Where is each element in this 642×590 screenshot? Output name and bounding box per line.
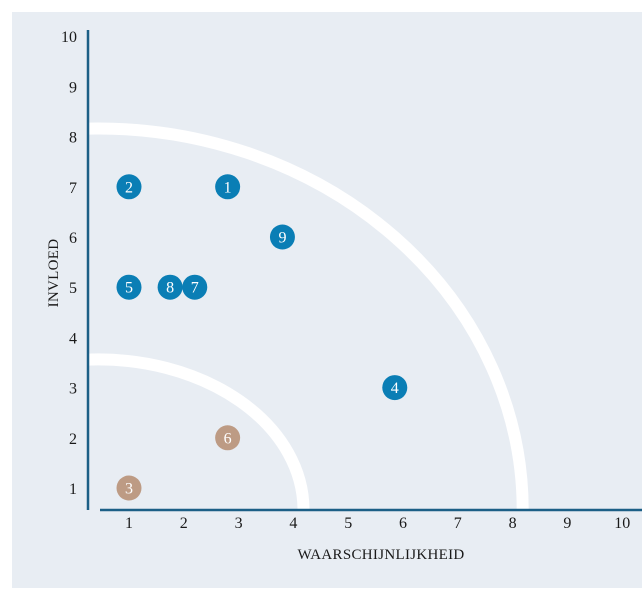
risk-point-label: 8 xyxy=(166,280,174,297)
risk-point-label: 3 xyxy=(125,481,133,498)
zone-boundary-1 xyxy=(87,353,310,511)
y-tick-label: 5 xyxy=(69,280,77,297)
x-tick-label: 10 xyxy=(614,515,630,532)
risk-point-3: 3 xyxy=(116,475,142,501)
y-axis-title: INVLOED xyxy=(46,239,62,308)
risk-point-label: 7 xyxy=(191,280,199,297)
risk-point-marker xyxy=(215,425,241,451)
x-tick-label: 4 xyxy=(289,515,297,532)
risk-point-9: 9 xyxy=(269,224,295,250)
y-tick-label: 1 xyxy=(69,481,77,498)
risk-point-8: 8 xyxy=(157,274,183,300)
risk-point-4: 4 xyxy=(382,375,408,401)
x-tick-label: 3 xyxy=(235,515,243,532)
risk-point-label: 9 xyxy=(278,230,286,247)
y-tick-labels: 1 2 3 4 5 6 7 8 9 10 xyxy=(61,29,77,498)
risk-point-marker xyxy=(157,274,183,300)
x-tick-label: 7 xyxy=(454,515,462,532)
x-axis-title: WAARSCHIJNLIJKHEID xyxy=(297,547,464,563)
risk-zone-boundaries xyxy=(87,122,529,511)
risk-point-marker xyxy=(215,174,241,200)
risk-point-marker xyxy=(382,375,408,401)
y-tick-label: 3 xyxy=(69,381,77,398)
zone-boundary-2 xyxy=(87,122,529,511)
y-tick-label: 9 xyxy=(69,79,77,96)
y-tick-label: 2 xyxy=(69,431,77,448)
chart-panel xyxy=(12,12,642,588)
y-tick-label: 7 xyxy=(69,180,77,197)
y-tick-label: 10 xyxy=(61,29,77,46)
risk-point-7: 7 xyxy=(182,274,208,300)
risk-point-marker xyxy=(116,475,142,501)
risk-point-marker xyxy=(182,274,208,300)
x-tick-label: 5 xyxy=(344,515,352,532)
y-tick-label: 6 xyxy=(69,230,77,247)
x-tick-labels: 1 2 3 4 5 6 7 8 9 10 xyxy=(125,515,630,532)
y-tick-label: 4 xyxy=(69,330,77,347)
risk-point-marker xyxy=(116,174,142,200)
x-tick-label: 2 xyxy=(180,515,188,532)
y-tick-label: 8 xyxy=(69,130,77,147)
risk-points: 1 2 3 4 5 6 78 9 xyxy=(116,174,408,501)
risk-point-marker xyxy=(269,224,295,250)
x-tick-label: 8 xyxy=(509,515,517,532)
risk-point-label: 4 xyxy=(391,380,399,397)
risk-point-label: 5 xyxy=(125,280,133,297)
risk-point-1: 1 xyxy=(215,174,241,200)
risk-point-2: 2 xyxy=(116,174,142,200)
x-tick-label: 1 xyxy=(125,515,133,532)
risk-point-label: 2 xyxy=(125,179,133,196)
risk-point-label: 6 xyxy=(224,430,232,447)
risk-point-label: 1 xyxy=(224,179,232,196)
risk-point-marker xyxy=(116,274,142,300)
axes xyxy=(86,30,642,512)
risk-point-5: 5 xyxy=(116,274,142,300)
risk-point-6: 6 xyxy=(215,425,241,451)
x-tick-label: 6 xyxy=(399,515,407,532)
x-tick-label: 9 xyxy=(563,515,571,532)
